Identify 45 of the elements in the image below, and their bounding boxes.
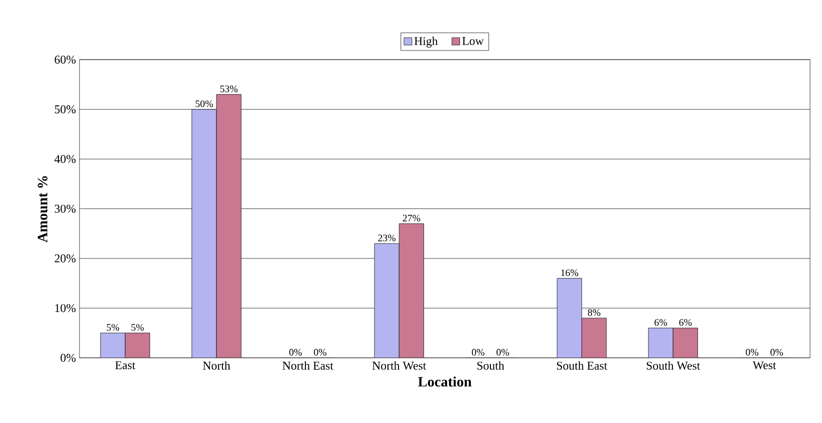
bar — [192, 108, 217, 358]
data-label: 0% — [496, 348, 510, 356]
x-tick-label: South East — [556, 361, 608, 370]
y-tick-label: 0% — [60, 354, 76, 362]
bar — [672, 328, 698, 358]
data-label: 5% — [106, 324, 120, 331]
bar — [648, 328, 674, 358]
x-tick-label: North East — [282, 361, 334, 370]
x-tick-label: East — [115, 361, 136, 370]
bar — [582, 318, 607, 358]
data-label: 0% — [770, 348, 783, 356]
bar — [124, 332, 150, 358]
data-label: 0% — [289, 348, 302, 356]
data-label: 5% — [131, 324, 144, 331]
y-tick-label: 60% — [54, 55, 76, 64]
y-axis-title: Amount % — [38, 176, 48, 242]
y-tick-label: 50% — [54, 105, 76, 114]
bar — [398, 223, 424, 358]
data-label: 0% — [472, 348, 484, 356]
y-tick-label: 20% — [54, 254, 76, 262]
legend-label: Low — [462, 36, 484, 45]
bar — [100, 332, 126, 358]
data-label: 53% — [220, 85, 238, 92]
x-tick-label: South — [477, 361, 504, 370]
data-label: 0% — [746, 348, 758, 356]
y-tick-label: 30% — [54, 204, 76, 213]
data-label: 0% — [314, 348, 326, 356]
x-tick-label: South West — [646, 361, 700, 370]
bar — [374, 243, 400, 358]
y-tick-label: 40% — [54, 154, 76, 163]
bar — [556, 278, 582, 358]
data-label: 16% — [561, 269, 578, 276]
x-tick-label: North West — [372, 361, 426, 370]
data-label: 8% — [588, 308, 600, 316]
data-label: 23% — [378, 234, 396, 242]
data-label: 27% — [402, 214, 420, 222]
data-label: 6% — [679, 318, 692, 326]
legend-label: High — [414, 36, 438, 48]
x-tick-label: West — [752, 361, 776, 370]
bar — [216, 94, 242, 358]
x-tick-label: North — [202, 361, 230, 370]
data-label: 6% — [654, 318, 668, 326]
x-axis-title: Location — [418, 376, 472, 386]
y-tick-label: 10% — [55, 304, 76, 312]
data-label: 50% — [196, 100, 213, 107]
